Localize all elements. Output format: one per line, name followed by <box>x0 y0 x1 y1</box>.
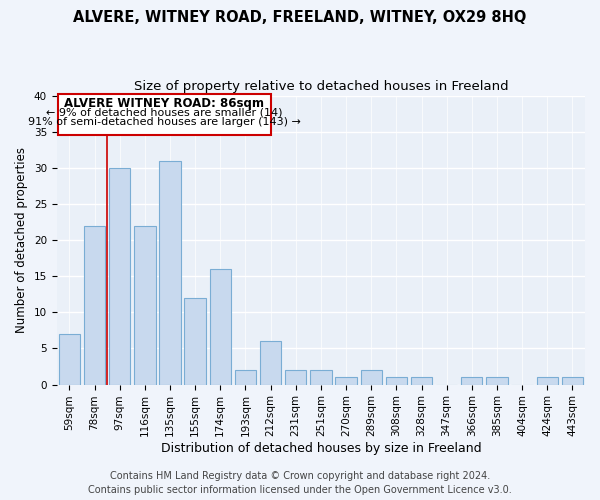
Bar <box>59 334 80 384</box>
Text: ALVERE, WITNEY ROAD, FREELAND, WITNEY, OX29 8HQ: ALVERE, WITNEY ROAD, FREELAND, WITNEY, O… <box>73 10 527 25</box>
Bar <box>461 378 482 384</box>
Bar <box>411 378 432 384</box>
Bar <box>159 160 181 384</box>
Text: ALVERE WITNEY ROAD: 86sqm: ALVERE WITNEY ROAD: 86sqm <box>64 97 265 110</box>
Text: ← 9% of detached houses are smaller (14): ← 9% of detached houses are smaller (14) <box>46 107 283 117</box>
Text: 91% of semi-detached houses are larger (143) →: 91% of semi-detached houses are larger (… <box>28 116 301 126</box>
Bar <box>84 226 105 384</box>
Bar <box>335 378 357 384</box>
Bar <box>562 378 583 384</box>
Bar <box>536 378 558 384</box>
Title: Size of property relative to detached houses in Freeland: Size of property relative to detached ho… <box>134 80 508 93</box>
Y-axis label: Number of detached properties: Number of detached properties <box>15 147 28 333</box>
Text: Contains HM Land Registry data © Crown copyright and database right 2024.
Contai: Contains HM Land Registry data © Crown c… <box>88 471 512 495</box>
Bar <box>310 370 332 384</box>
Bar <box>285 370 307 384</box>
Bar <box>109 168 130 384</box>
Bar <box>209 269 231 384</box>
Bar <box>386 378 407 384</box>
Bar <box>184 298 206 384</box>
Bar <box>260 341 281 384</box>
Bar <box>134 226 155 384</box>
Bar <box>235 370 256 384</box>
FancyBboxPatch shape <box>58 94 271 136</box>
X-axis label: Distribution of detached houses by size in Freeland: Distribution of detached houses by size … <box>161 442 481 455</box>
Bar <box>486 378 508 384</box>
Bar <box>361 370 382 384</box>
